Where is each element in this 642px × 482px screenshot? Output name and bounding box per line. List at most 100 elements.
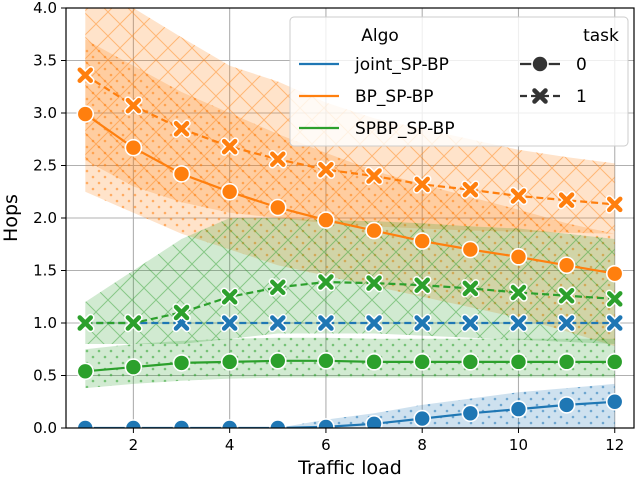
legend-box: [289, 16, 629, 147]
data-point: [412, 313, 432, 333]
series-lines: [76, 65, 624, 428]
data-point: [172, 165, 191, 183]
legend-label: 1: [576, 87, 587, 107]
y-tick-label: 1.0: [33, 314, 57, 332]
data-point: [461, 313, 480, 333]
y-tick-label: 0.5: [33, 367, 57, 385]
y-tick-label: 1.5: [33, 262, 57, 280]
data-point: [76, 105, 95, 123]
data-point: [76, 65, 95, 85]
x-tick-label: 6: [321, 436, 331, 454]
data-point: [220, 419, 239, 428]
data-point: [605, 264, 624, 283]
x-tick-label: 10: [509, 436, 528, 454]
data-point: [268, 149, 288, 169]
y-tick-label: 2.5: [33, 157, 57, 175]
legend-marker: [531, 55, 549, 73]
data-point: [461, 404, 480, 423]
data-point: [172, 419, 191, 428]
data-point: [365, 221, 383, 240]
legend-title-algo: Algo: [361, 26, 399, 46]
data-point: [220, 287, 239, 306]
confidence-bands: [85, 8, 615, 428]
y-axis-label: Hops: [0, 194, 22, 242]
data-point: [268, 419, 287, 428]
data-point: [509, 400, 528, 418]
data-point: [316, 160, 336, 179]
series-line: [85, 280, 615, 325]
band-hatch: [85, 218, 615, 344]
data-point: [364, 166, 384, 186]
data-point: [317, 418, 335, 428]
data-point: [76, 313, 95, 333]
tick-labels: 2 4 6 8 10 120.00.51.01.52.02.53.03.54.0: [33, 0, 624, 454]
x-tick-label: 2: [129, 436, 139, 454]
data-point: [461, 180, 480, 199]
data-point: [557, 396, 576, 414]
data-point: [317, 351, 335, 370]
data-point: [509, 313, 528, 333]
data-point: [557, 313, 576, 333]
legend-marker: [532, 88, 548, 104]
band-hatch: [85, 337, 615, 389]
data-point: [413, 232, 432, 250]
data-point: [124, 138, 143, 157]
data-point: [557, 286, 576, 305]
data-point: [365, 415, 383, 428]
data-point: [317, 211, 335, 229]
data-point: [124, 96, 143, 115]
x-tick-label: 12: [605, 436, 624, 454]
data-point: [220, 313, 239, 333]
data-point: [413, 409, 432, 428]
data-point: [461, 240, 480, 259]
data-point: [124, 358, 143, 376]
data-point: [557, 190, 576, 210]
data-point: [461, 279, 480, 298]
data-point: [461, 353, 480, 371]
data-point: [316, 272, 336, 292]
legend-label: BP_SP-BP: [355, 87, 434, 107]
data-point: [220, 182, 239, 201]
data-point: [605, 392, 624, 411]
legend: Algo task joint_SP-BP BP_SP-BP SPBP_SP-BP 0 1: [289, 16, 629, 147]
data-point: [220, 353, 239, 371]
data-point: [172, 354, 191, 372]
data-point: [509, 353, 528, 371]
data-point: [605, 195, 624, 214]
data-point: [509, 283, 528, 302]
data-point: [509, 186, 528, 206]
data-point: [76, 362, 95, 381]
data-point: [605, 353, 624, 371]
data-point: [605, 289, 624, 309]
data-point: [172, 303, 191, 322]
data-point: [365, 353, 383, 371]
data-point: [413, 353, 432, 371]
data-point: [364, 273, 384, 293]
legend-label: joint_SP-BP: [354, 55, 449, 75]
data-point: [268, 198, 287, 217]
data-point: [172, 119, 191, 138]
legend-label: SPBP_SP-BP: [355, 119, 455, 139]
x-tick-label: 4: [225, 436, 235, 454]
data-point: [557, 353, 576, 371]
data-point: [364, 313, 384, 333]
data-point: [124, 419, 143, 428]
y-tick-label: 4.0: [33, 0, 57, 17]
legend-title-task: task: [583, 26, 619, 46]
y-tick-label: 3.5: [33, 52, 57, 70]
legend-label: 0: [576, 55, 587, 75]
data-point: [412, 175, 432, 194]
y-tick-label: 0.0: [33, 419, 57, 437]
data-point: [124, 313, 143, 333]
y-tick-label: 2.0: [33, 209, 57, 227]
data-point: [268, 313, 288, 333]
data-point: [76, 419, 95, 428]
y-tick-label: 3.0: [33, 104, 57, 122]
data-point: [268, 351, 287, 370]
data-point: [268, 278, 288, 297]
data-point: [316, 313, 336, 333]
data-point: [605, 313, 624, 333]
data-point: [412, 275, 432, 295]
band-hatch: [85, 383, 615, 428]
